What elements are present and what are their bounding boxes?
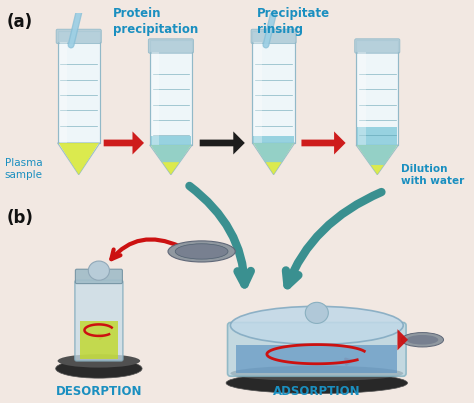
Text: Plasma
sample: Plasma sample [5,158,43,181]
Bar [60,42,67,143]
Text: (b): (b) [7,209,34,226]
FancyBboxPatch shape [251,29,296,44]
Bar [80,320,118,359]
Ellipse shape [88,261,109,280]
Polygon shape [254,143,294,162]
Ellipse shape [168,241,235,262]
Text: Dilution
with water: Dilution with water [401,164,465,186]
FancyBboxPatch shape [75,269,122,284]
Text: DESORPTION: DESORPTION [55,385,142,399]
Text: Precipitate
rinsing: Precipitate rinsing [257,6,330,35]
Ellipse shape [305,302,328,324]
FancyBboxPatch shape [355,39,400,53]
Polygon shape [200,131,245,154]
Polygon shape [150,145,192,174]
Bar [58,31,100,143]
Polygon shape [357,145,398,174]
Ellipse shape [230,306,403,345]
Bar [253,31,295,143]
Ellipse shape [175,244,228,259]
Polygon shape [356,145,399,174]
Ellipse shape [55,359,142,378]
Polygon shape [253,143,295,174]
Bar [152,52,159,145]
FancyBboxPatch shape [56,29,101,44]
Polygon shape [357,145,398,165]
Polygon shape [104,131,144,154]
Bar [255,42,262,143]
Text: ADSORPTION: ADSORPTION [273,385,361,399]
Bar [236,345,398,373]
Polygon shape [151,145,191,174]
FancyBboxPatch shape [75,280,123,361]
Polygon shape [398,329,408,350]
Ellipse shape [230,366,403,381]
Bar [356,40,399,145]
Polygon shape [59,143,99,174]
Ellipse shape [401,332,444,347]
Text: (a): (a) [7,13,33,31]
Bar [254,136,294,143]
FancyBboxPatch shape [228,322,406,376]
Polygon shape [58,143,100,174]
Ellipse shape [407,335,438,345]
Bar [151,136,191,145]
Polygon shape [151,145,191,162]
Bar [150,40,192,145]
Ellipse shape [58,354,140,368]
Ellipse shape [226,372,408,393]
Bar [358,52,366,145]
FancyBboxPatch shape [148,39,193,53]
Bar [357,127,398,145]
Polygon shape [301,131,346,154]
Text: Protein
precipitation: Protein precipitation [113,6,199,35]
Polygon shape [254,143,294,174]
